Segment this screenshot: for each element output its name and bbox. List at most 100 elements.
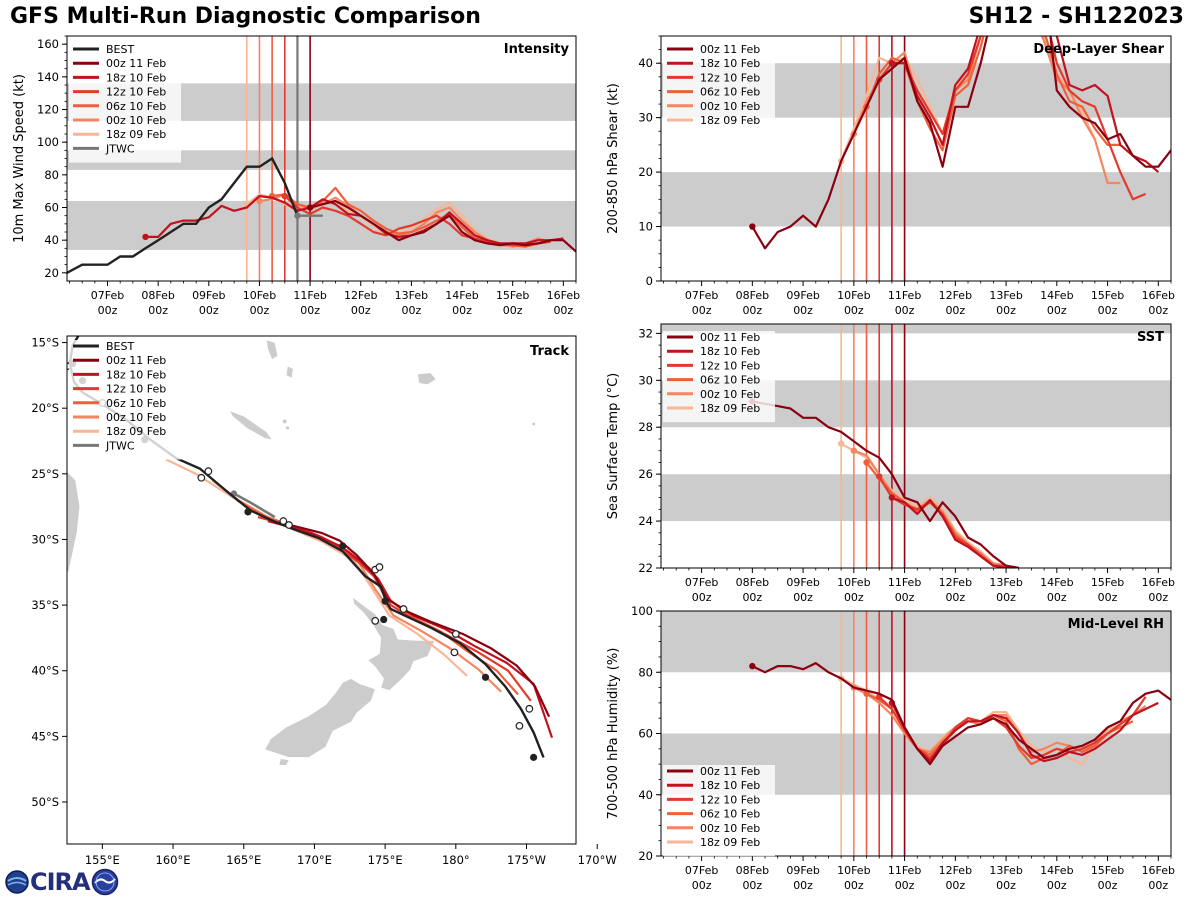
x-tick-hour: 00z: [1148, 879, 1168, 892]
legend-run-5: 18z 09 Feb: [667, 836, 760, 849]
track-position-marker: [481, 673, 490, 681]
legend-run-1: 18z 10 Feb: [73, 368, 166, 381]
cira-logo-text: CIRA: [30, 868, 91, 896]
x-tick-date: 08Feb: [736, 576, 769, 589]
x-tick-date: 07Feb: [91, 289, 124, 302]
legend-run-1: 18z 10 Feb: [667, 57, 760, 70]
sst-series-start-2: [876, 473, 883, 480]
sst-series-start-5: [837, 440, 845, 447]
x-tick-date: 16Feb: [1142, 864, 1175, 877]
x-tick-hour: 00z: [793, 304, 813, 317]
legend-label: 18z 10 Feb: [106, 368, 166, 381]
legend-run-2: 12z 10 Feb: [667, 793, 760, 806]
lon-tick-label: 160°E: [156, 853, 191, 867]
legend-label: 00z 11 Feb: [106, 354, 166, 367]
rh-panel: 20 40 60 80 100 700-500 hPa Humidity (%) 07Feb…: [606, 604, 1175, 892]
x-tick-date: 10Feb: [243, 289, 276, 302]
jtwc-point: [294, 212, 301, 219]
x-tick-date: 11Feb: [888, 576, 921, 589]
lat-tick-label: 15°S: [31, 336, 59, 350]
y-tick-label: 60: [44, 201, 59, 215]
legend-label: 00z 10 Feb: [700, 822, 760, 835]
shear-series-start-0: [749, 223, 756, 230]
cira-globe-icon: [5, 870, 29, 894]
legend-label: 00z 10 Feb: [106, 411, 166, 424]
x-tick-hour: 00z: [844, 591, 864, 604]
land-tonga: [532, 422, 536, 426]
track-frame: [66, 335, 577, 845]
x-tick-hour: 00z: [844, 304, 864, 317]
lat-tick-label: 45°S: [31, 729, 59, 743]
x-tick-hour: 00z: [996, 304, 1016, 317]
legend-run-2: 12z 10 Feb: [73, 86, 166, 99]
intensity-series-start-1: [142, 233, 149, 241]
x-tick-hour: 00z: [1148, 304, 1168, 317]
lon-tick-label: 175°E: [368, 853, 403, 867]
track-jtwc: [233, 492, 276, 519]
sst-frame: [660, 323, 1172, 569]
land-stewart-island: [278, 758, 290, 766]
x-tick-hour: 00z: [1047, 591, 1067, 604]
legend-run-1: 18z 10 Feb: [667, 779, 760, 792]
legend-run-1: 18z 10 Feb: [73, 71, 166, 84]
legend-jtwc: JTWC: [73, 142, 135, 155]
x-tick-hour: 00z: [895, 591, 915, 604]
intensity-y-label: 10m Max Wind Speed (kt): [12, 74, 27, 243]
intensity-x-axis: 07Feb 00z 08Feb 00z 09Feb 00z 10Feb 00z 11Feb 00z…: [69, 281, 580, 317]
x-tick-hour: 00z: [199, 304, 219, 317]
shear-series-0: [751, 36, 1171, 250]
lat-tick-label: 40°S: [31, 664, 59, 678]
track-position-marker: [381, 597, 389, 605]
shear-series-start-1: [888, 60, 896, 67]
x-tick-hour: 00z: [945, 591, 965, 604]
y-tick-label: 20: [638, 165, 653, 179]
sst-y-label: Sea Surface Temp (°C): [606, 373, 621, 520]
x-tick-date: 12Feb: [939, 576, 972, 589]
lon-tick-label: 180°: [442, 853, 470, 867]
sst-x-axis: 07Feb 00z 08Feb 00z 09Feb 00z 10Feb 00z 11Feb 00z…: [663, 568, 1175, 604]
y-tick-label: 10: [638, 220, 653, 234]
lon-tick-label: 155°E: [85, 853, 120, 867]
legend-run-3: 06z 10 Feb: [667, 374, 760, 387]
lat-tick-label: 30°S: [31, 532, 59, 546]
x-tick-date: 08Feb: [736, 289, 769, 302]
legend-run-3: 06z 10 Feb: [667, 86, 760, 99]
legend-run-3: 06z 10 Feb: [667, 808, 760, 821]
y-tick-label: 40: [638, 788, 653, 802]
legend-label: 06z 10 Feb: [700, 374, 760, 387]
legend-run-0: 00z 11 Feb: [667, 43, 760, 56]
x-tick-date: 09Feb: [192, 289, 225, 302]
legend-run-2: 12z 10 Feb: [73, 383, 166, 396]
lon-tick-label: 175°W: [507, 853, 546, 867]
x-tick-date: 14Feb: [445, 289, 478, 302]
x-tick-date: 14Feb: [1040, 864, 1073, 877]
track-position-marker-open: [515, 721, 524, 730]
y-tick-label: 24: [638, 514, 653, 528]
legend-label: 18z 09 Feb: [700, 402, 760, 415]
x-tick-date: 12Feb: [939, 289, 972, 302]
x-tick-date: 16Feb: [1142, 576, 1175, 589]
nesdis-seal-icon: [91, 868, 118, 896]
y-tick-label: 0: [646, 274, 653, 288]
track-position-marker-open: [371, 616, 380, 625]
x-tick-hour: 00z: [1098, 879, 1118, 892]
track-position-marker: [380, 615, 388, 624]
shear-y-axis: 0 10 20 30 40 200-850 hPa Shear (kt): [606, 35, 661, 288]
storm-id: SH12 - SH122023: [968, 4, 1184, 29]
x-tick-hour: 00z: [452, 304, 472, 317]
y-tick-label: 32: [638, 326, 653, 340]
y-tick-label: 30: [638, 373, 653, 387]
x-tick-date: 14Feb: [1040, 289, 1073, 302]
legend-run-1: 18z 10 Feb: [667, 345, 760, 358]
x-tick-date: 07Feb: [685, 864, 718, 877]
x-tick-hour: 00z: [1047, 304, 1067, 317]
land-fiji: [417, 372, 437, 385]
legend-run-0: 00z 11 Feb: [73, 57, 166, 70]
sst-threshold-band: [661, 324, 1171, 334]
legend-run-4: 00z 10 Feb: [667, 822, 760, 835]
shear-series-1: [891, 36, 1160, 173]
